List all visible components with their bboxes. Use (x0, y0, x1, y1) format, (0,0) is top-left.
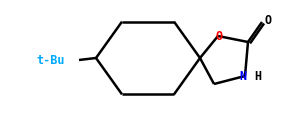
Text: O: O (216, 29, 223, 42)
Text: N: N (239, 69, 246, 82)
Text: t-Bu: t-Bu (37, 53, 65, 66)
Text: O: O (264, 15, 271, 27)
Text: H: H (254, 69, 261, 82)
